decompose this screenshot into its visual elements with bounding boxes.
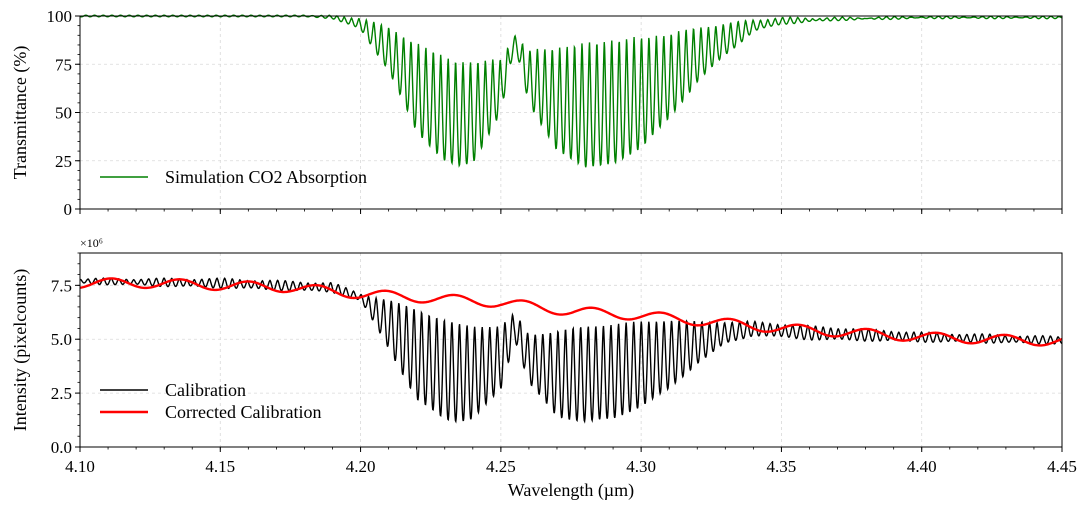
x-tick-label: 4.10	[65, 457, 95, 476]
simulation-co2-absorption-line	[79, 14, 1063, 168]
bottom-y-tick-label: 0.0	[51, 438, 72, 457]
x-tick-label: 4.45	[1047, 457, 1077, 476]
x-tick-label: 4.25	[486, 457, 516, 476]
text-layer: 4.10 4.15 4.20 4.25 4.30 4.35 4.40 4.45 0 25 50 75 1…	[10, 7, 1077, 501]
x-tick-label: 4.30	[626, 457, 656, 476]
x-tick-label: 4.15	[205, 457, 235, 476]
bottom-y-tick-label: 2.5	[51, 384, 72, 403]
legend-label-simulation: Simulation CO2 Absorption	[165, 167, 367, 187]
legend-label-corrected: Corrected Calibration	[165, 402, 321, 422]
bottom-y-axis-label: Intensity (pixelcounts)	[10, 269, 31, 431]
top-y-tick-label: 0	[64, 200, 73, 219]
y-axis-multiplier: ×10⁶	[80, 236, 103, 250]
calibration-line	[79, 277, 1063, 424]
corrected-calibration-line	[79, 277, 1063, 347]
x-tick-label: 4.40	[907, 457, 937, 476]
top-y-axis-label: Transmittance (%)	[10, 46, 31, 180]
legend-label-calibration: Calibration	[165, 380, 246, 400]
x-tick-label: 4.20	[346, 457, 376, 476]
axes-layer	[75, 15, 1063, 452]
bottom-y-tick-label: 5.0	[51, 330, 72, 349]
top-y-tick-label: 100	[47, 7, 73, 26]
series-layer	[79, 14, 1063, 424]
top-y-tick-label: 50	[55, 104, 72, 123]
x-axis-label: Wavelength (µm)	[508, 480, 634, 501]
top-y-tick-label: 25	[55, 152, 72, 171]
top-y-tick-label: 75	[55, 55, 72, 74]
bottom-y-tick-label: 7.5	[51, 276, 72, 295]
x-tick-label: 4.35	[767, 457, 797, 476]
